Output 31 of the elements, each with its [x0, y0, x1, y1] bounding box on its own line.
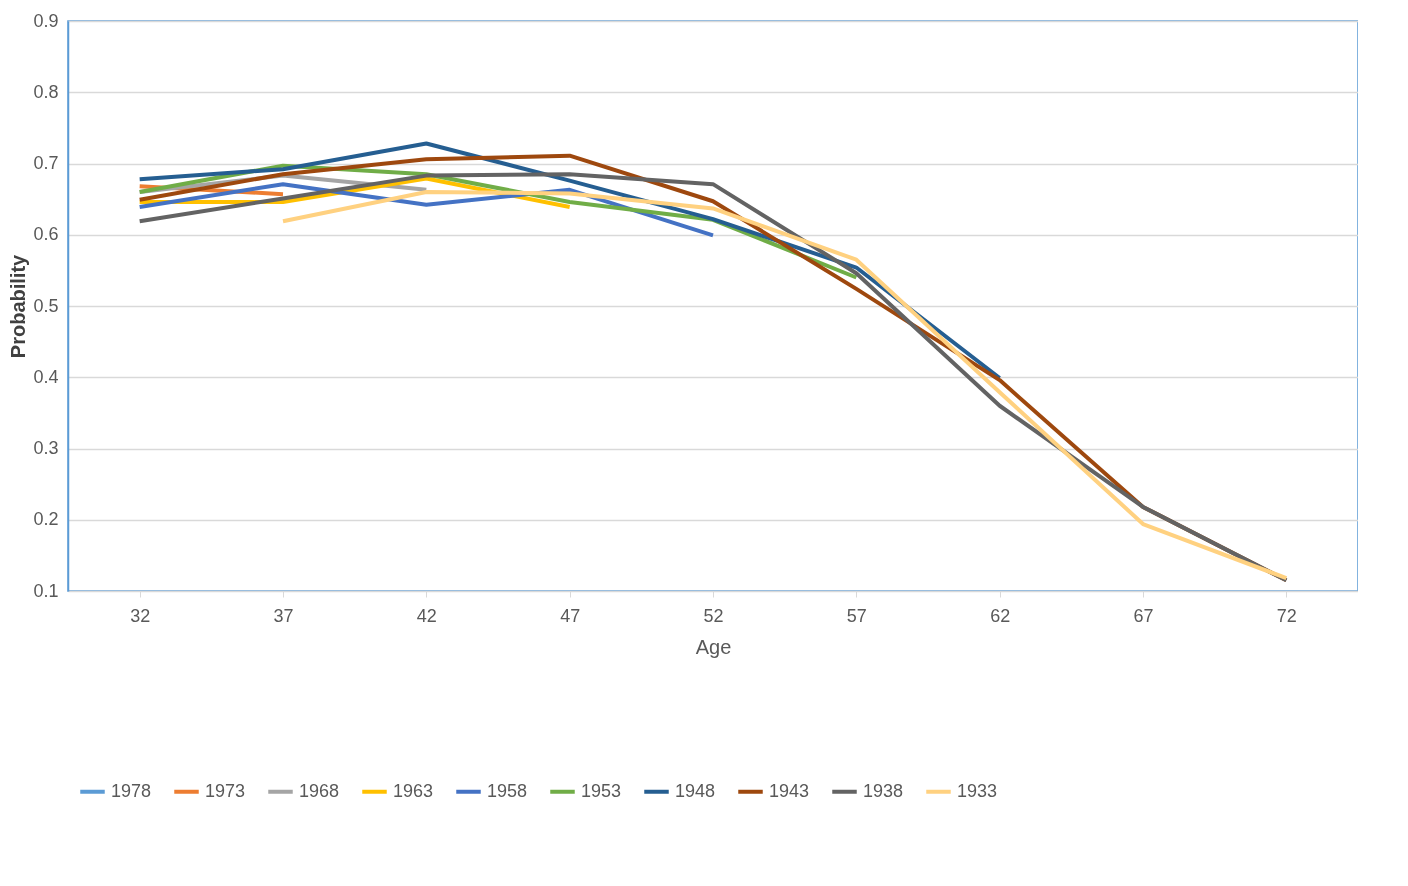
y-tick-label: 0.4	[33, 366, 59, 387]
line-series	[281, 190, 1289, 581]
x-tick-label: 72	[1276, 605, 1297, 626]
x-tick-label: 52	[703, 605, 724, 626]
legend-label: 1953	[581, 780, 622, 801]
legend-label: 1968	[299, 780, 340, 801]
y-tick-label: 0.7	[33, 153, 59, 173]
legend-label: 1933	[957, 780, 998, 801]
y-tick-label: 0.9	[33, 10, 59, 31]
x-tick-label: 62	[990, 605, 1011, 626]
legend-label: 1978	[111, 780, 152, 801]
x-tick-label: 42	[416, 605, 437, 626]
y-tick-label: 0.5	[33, 295, 59, 316]
y-axis-title: Probability	[7, 253, 30, 359]
y-tick-label: 0.8	[33, 81, 59, 102]
legend-label: 1948	[675, 780, 716, 801]
x-tick-label: 47	[560, 605, 581, 626]
legend-label: 1958	[487, 780, 528, 801]
y-tick-label: 0.3	[33, 438, 59, 458]
x-tick-label: 57	[846, 605, 867, 626]
y-tick-label: 0.1	[33, 580, 59, 601]
x-tick-label: 32	[130, 605, 151, 626]
y-tick-label: 0.6	[33, 224, 59, 245]
legend-label: 1963	[393, 780, 434, 801]
legend-label: 1943	[769, 780, 810, 801]
x-tick-label: 67	[1133, 605, 1154, 626]
x-tick-label: 37	[273, 605, 294, 626]
legend-label: 1973	[205, 780, 246, 801]
legend-label: 1938	[863, 780, 904, 801]
x-axis-title: Age	[695, 635, 732, 658]
y-tick-label: 0.2	[33, 509, 59, 530]
